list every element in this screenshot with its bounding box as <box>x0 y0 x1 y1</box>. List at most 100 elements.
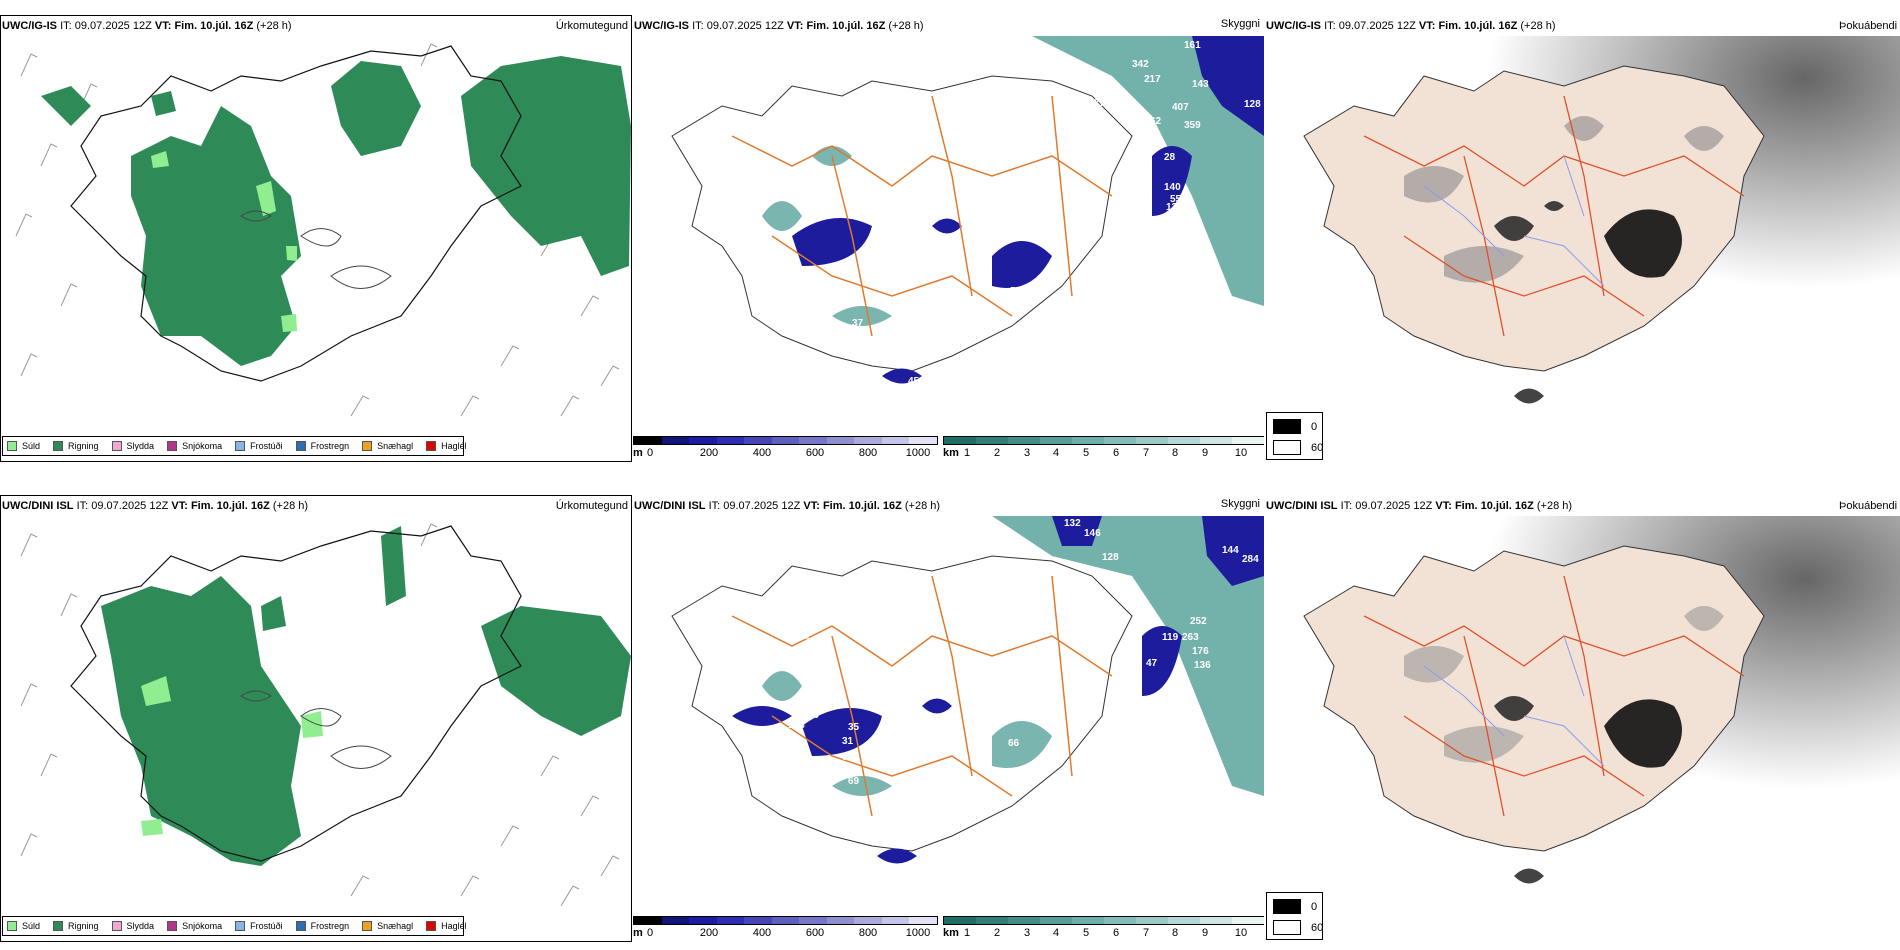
legend-swatch <box>235 441 246 451</box>
cloud-base-value: 158 <box>878 228 895 239</box>
legend-label: Frostúði <box>250 441 283 451</box>
legend-item: Rigning <box>53 441 99 451</box>
cloud-base-value: 35 <box>864 274 876 285</box>
map-frame <box>0 495 632 942</box>
legend-item: Haglél <box>426 441 467 451</box>
vt-value: Fim. 10.júl. 16Z <box>174 20 254 32</box>
colorbar-tick: 2 <box>993 447 1001 459</box>
cloud-base-value: 217 <box>1144 74 1161 85</box>
fog-index-map-1: UWC/IG-IS IT: 09.07.2025 12Z VT: Fim. 10… <box>1264 12 1900 462</box>
precip-type-map-2: UWC/DINI ISL IT: 09.07.2025 12Z VT: Fim.… <box>0 492 632 942</box>
legend-item: Snjókoma <box>167 921 222 931</box>
visibility-map-1: UWC/IG-IS IT: 09.07.2025 12Z VT: Fim. 10… <box>632 12 1264 462</box>
model-name: UWC/IG-IS <box>2 20 57 32</box>
it-label: IT: <box>76 500 89 512</box>
cloud-base-value: 33 <box>826 180 838 191</box>
colorbar-tick: 9 <box>1201 927 1209 939</box>
vt-label: VT: <box>786 20 804 32</box>
cloud-base-value: 20 <box>780 260 792 271</box>
legend-item: Súld <box>7 921 40 931</box>
cloud-base-value: 40 <box>930 864 942 875</box>
fog-legend-swatch <box>1273 419 1301 434</box>
colorbar-strip <box>943 436 1265 445</box>
model-name: UWC/DINI ISL <box>634 500 706 512</box>
cloud-base-value: 31 <box>842 736 854 747</box>
legend-swatch <box>362 441 373 451</box>
legend-swatch <box>167 921 178 931</box>
cloud-base-value: 34 <box>1124 114 1136 125</box>
cloud-base-value: 119 <box>1162 632 1179 643</box>
legend-swatch <box>111 441 122 451</box>
it-value: 09.07.2025 12Z <box>1338 20 1416 32</box>
colorbar-tick: 5 <box>1082 447 1090 459</box>
panel-header: UWC/IG-IS IT: 09.07.2025 12Z VT: Fim. 10… <box>1266 20 1556 33</box>
cloud-base-value: 82 <box>904 358 916 369</box>
low-cloud-labels: 161 342 217 143 137 34 62 407 359 128 77… <box>632 36 1264 436</box>
it-label: IT: <box>708 500 721 512</box>
legend-label: Slydda <box>126 921 155 931</box>
cloud-base-value: 359 <box>1184 120 1201 131</box>
cloud-base-value: 06 <box>806 356 818 367</box>
legend-label: Haglél <box>441 921 467 931</box>
cloud-base-value: 46 <box>828 768 840 779</box>
cloud-base-value: 62 <box>1150 116 1162 127</box>
panel-title: Þokuábendi <box>1839 500 1898 512</box>
colorbar-tick: 7 <box>1142 447 1150 459</box>
fog-legend-entry: 0 <box>1273 899 1317 914</box>
legend-swatch <box>426 441 437 451</box>
panel-header: UWC/IG-IS IT: 09.07.2025 12Z VT: Fim. 10… <box>2 20 292 33</box>
legend-swatch <box>7 921 17 931</box>
model-name: UWC/DINI ISL <box>1266 500 1338 512</box>
cloud-base-value: 128 <box>1244 99 1261 110</box>
cloud-base-value: 77 <box>1140 148 1152 159</box>
legend-swatch <box>235 921 246 931</box>
cloud-base-value: 66 <box>1008 738 1020 749</box>
colorbar-tick: 200 <box>699 447 719 459</box>
cloud-base-value: 49 <box>808 298 820 309</box>
legend-label: Slydda <box>126 441 155 451</box>
legend-item: Súld <box>7 441 40 451</box>
it-label: IT: <box>60 20 72 32</box>
cloud-base-value: 146 <box>1084 528 1101 539</box>
colorbar-tick: 7 <box>1142 927 1150 939</box>
fog-legend-entry: 60 <box>1273 440 1323 455</box>
colorbar-tick: 1000 <box>905 447 931 459</box>
legend-swatch <box>295 441 306 451</box>
colorbar-tick: 1000 <box>905 927 931 939</box>
colorbar-tick: 600 <box>805 447 825 459</box>
panel-title: Úrkomutegund <box>555 500 628 512</box>
colorbar-tick: 2 <box>993 927 1001 939</box>
cloud-base-value: 41 <box>764 248 776 259</box>
it-label: IT: <box>1324 20 1336 32</box>
cloud-base-value: 52 <box>842 752 854 763</box>
vt-value: Fim. 10.júl. 16Z <box>1454 500 1534 512</box>
cloud-base-value: 45 <box>908 376 920 387</box>
fog-legend-label: 60 <box>1311 921 1324 934</box>
lead-time: (+28 h) <box>1536 500 1573 512</box>
legend-swatch <box>7 441 17 451</box>
cloud-base-value: 132 <box>1064 518 1081 529</box>
it-value: 09.07.2025 12Z <box>723 500 801 512</box>
cloud-base-colorbar: m 0 200 400 600 800 1000 <box>633 436 938 462</box>
legend-item: Frostúði <box>235 441 283 451</box>
legend-swatch <box>362 921 373 931</box>
colorbar-tick: 3 <box>1023 447 1031 459</box>
cloud-base-value: 47 <box>1146 658 1158 669</box>
cloud-base-value: 140 <box>1164 182 1181 193</box>
cloud-base-value: 41 <box>868 736 880 747</box>
cloud-base-value: 55 <box>1010 286 1022 297</box>
colorbar-tick: 10 <box>1234 447 1248 459</box>
colorbar-tick: 4 <box>1052 927 1060 939</box>
lead-time: (+28 h) <box>904 500 941 512</box>
colorbar-tick: 4 <box>1052 447 1060 459</box>
vt-label: VT: <box>154 20 172 32</box>
legend-item: Rigning <box>53 921 99 931</box>
vt-label: VT: <box>171 500 188 512</box>
fog-legend-label: 0 <box>1311 900 1318 913</box>
legend-item: Slydda <box>111 921 155 931</box>
visibility-colorbar: km 1 2 3 4 5 6 7 8 9 10 <box>943 436 1265 462</box>
colorbar-strip <box>633 916 938 925</box>
cloud-base-value: 31 <box>804 324 816 335</box>
colorbar-tick: 10 <box>1234 927 1248 939</box>
cloud-base-value: 35 <box>848 722 860 733</box>
